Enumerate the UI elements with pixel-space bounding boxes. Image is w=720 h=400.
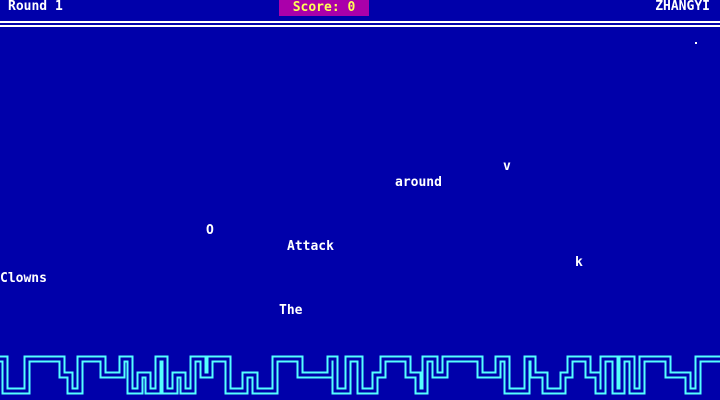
header-divider-top [0, 21, 720, 23]
score-display: Score: 0 [279, 0, 369, 16]
round-indicator: Round 1 [8, 0, 63, 14]
falling-word: Attack [287, 239, 334, 254]
falling-dot [695, 42, 697, 44]
falling-word: O [206, 223, 214, 238]
falling-word: The [279, 303, 303, 318]
falling-word: v [503, 159, 511, 174]
falling-word: around [395, 175, 442, 190]
player-name: ZHANGYI [655, 0, 710, 14]
skyline-gap [0, 357, 720, 393]
header-divider-bottom [0, 25, 720, 27]
falling-word: Clowns [0, 271, 47, 286]
falling-word: k [575, 255, 583, 270]
